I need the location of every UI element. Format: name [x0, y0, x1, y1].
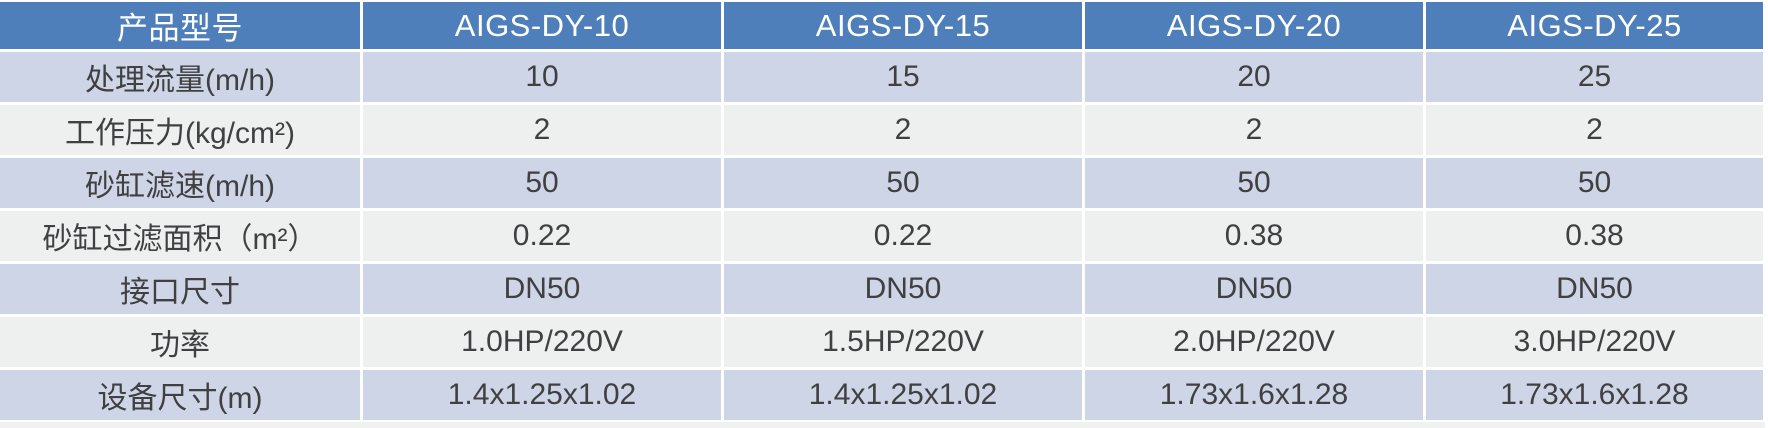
table-row: 工作压力(kg/cm²) 2 2 2 2: [0, 105, 1765, 155]
value-cell: DN50: [724, 264, 1082, 314]
value-cell: 2: [1085, 105, 1423, 155]
value-cell: 2.0HP/220V: [1085, 317, 1423, 367]
value-cell: 50: [1085, 158, 1423, 208]
table-row: 功率 1.0HP/220V 1.5HP/220V 2.0HP/220V 3.0HP/22…: [0, 317, 1765, 367]
value-cell: 50: [724, 158, 1082, 208]
table-row: 砂缸滤速(m/h) 50 50 50 50: [0, 158, 1765, 208]
value-cell: DN50: [363, 264, 721, 314]
value-cell: 2: [1426, 105, 1763, 155]
value-cell: 15: [724, 52, 1082, 102]
value-cell: 1.73x1.6x1.28: [1085, 370, 1423, 420]
value-cell: 2: [363, 105, 721, 155]
value-cell: 1.73x1.6x1.28: [1426, 370, 1763, 420]
table-row: 设备尺寸(m) 1.4x1.25x1.02 1.4x1.25x1.02 1.73x1.…: [0, 370, 1765, 420]
header-label-cell: 产品型号: [0, 2, 360, 49]
table-row: 处理流量(m/h) 10 15 20 25: [0, 52, 1765, 102]
row-label-cell: 砂缸过滤面积（m²）: [0, 211, 360, 261]
value-cell: 50: [363, 158, 721, 208]
value-cell: 0.22: [363, 211, 721, 261]
header-model-cell: AIGS-DY-10: [363, 2, 721, 49]
value-cell: 10: [363, 52, 721, 102]
table-row: 接口尺寸 DN50 DN50 DN50 DN50: [0, 264, 1765, 314]
value-cell: 0.22: [724, 211, 1082, 261]
header-model-cell: AIGS-DY-20: [1085, 2, 1423, 49]
value-cell: 1.4x1.25x1.02: [724, 370, 1082, 420]
row-label-cell: 接口尺寸: [0, 264, 360, 314]
value-cell: DN50: [1085, 264, 1423, 314]
value-cell: 1.5HP/220V: [724, 317, 1082, 367]
product-spec-table: 产品型号 AIGS-DY-10 AIGS-DY-15 AIGS-DY-20 AIGS-D…: [0, 2, 1765, 420]
row-label-cell: 功率: [0, 317, 360, 367]
value-cell: 50: [1426, 158, 1763, 208]
header-model-cell: AIGS-DY-15: [724, 2, 1082, 49]
value-cell: 20: [1085, 52, 1423, 102]
header-model-cell: AIGS-DY-25: [1426, 2, 1763, 49]
row-label-cell: 设备尺寸(m): [0, 370, 360, 420]
value-cell: 1.4x1.25x1.02: [363, 370, 721, 420]
value-cell: 0.38: [1085, 211, 1423, 261]
row-label-cell: 处理流量(m/h): [0, 52, 360, 102]
table-row: 砂缸过滤面积（m²） 0.22 0.22 0.38 0.38: [0, 211, 1765, 261]
row-label-cell: 砂缸滤速(m/h): [0, 158, 360, 208]
value-cell: 0.38: [1426, 211, 1763, 261]
value-cell: 25: [1426, 52, 1763, 102]
value-cell: DN50: [1426, 264, 1763, 314]
row-label-cell: 工作压力(kg/cm²): [0, 105, 360, 155]
value-cell: 2: [724, 105, 1082, 155]
value-cell: 1.0HP/220V: [363, 317, 721, 367]
table-header-row: 产品型号 AIGS-DY-10 AIGS-DY-15 AIGS-DY-20 AIGS-D…: [0, 2, 1765, 49]
value-cell: 3.0HP/220V: [1426, 317, 1763, 367]
bottom-strip: [0, 422, 1765, 428]
